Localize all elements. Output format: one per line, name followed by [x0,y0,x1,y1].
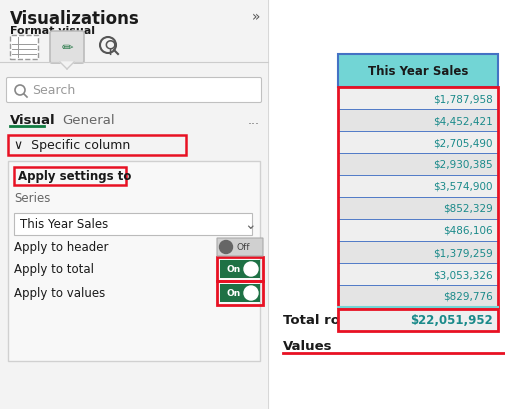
Text: $829,776: $829,776 [443,291,493,301]
Text: »: » [252,10,261,24]
Text: Visual: Visual [10,114,56,127]
Bar [217,281,263,305]
Bar [0,0,268,409]
Bar [338,88,498,110]
Bar [338,220,498,241]
Bar [14,213,252,236]
FancyBboxPatch shape [50,32,84,64]
Bar [14,168,126,186]
Text: Visualizations: Visualizations [10,10,140,28]
Bar [217,257,263,281]
Bar [338,132,498,154]
Text: $852,329: $852,329 [443,204,493,213]
Polygon shape [60,63,74,70]
Text: ∨  Specific column: ∨ Specific column [14,139,130,152]
FancyBboxPatch shape [220,284,260,302]
Text: $22,051,952: $22,051,952 [410,314,493,327]
Bar [338,88,498,307]
Text: $3,053,326: $3,053,326 [433,270,493,279]
Text: Search: Search [32,84,75,97]
Text: Off: Off [236,243,250,252]
Text: ...: ... [248,114,260,127]
FancyBboxPatch shape [217,238,263,256]
Text: ⚲: ⚲ [104,39,117,57]
Text: $2,705,490: $2,705,490 [433,138,493,148]
Bar [338,55,498,88]
FancyBboxPatch shape [7,78,262,103]
Bar [338,263,498,285]
Text: $3,574,900: $3,574,900 [433,182,493,191]
Bar [338,110,498,132]
Text: On: On [226,265,240,274]
Text: Series: Series [14,191,51,204]
Text: Format visual: Format visual [10,26,95,36]
Bar [338,241,498,263]
Text: Total row: Total row [283,314,352,327]
Text: Apply to values: Apply to values [14,287,105,300]
Text: This Year Sales: This Year Sales [368,65,468,78]
Text: ⌄: ⌄ [244,218,256,231]
Text: Apply to header: Apply to header [14,241,109,254]
Text: Values: Values [283,339,332,352]
Text: This Year Sales: This Year Sales [20,218,108,231]
Bar [338,285,498,307]
Bar [10,36,38,60]
FancyBboxPatch shape [220,261,260,278]
Bar [338,175,498,198]
Text: On: On [226,289,240,298]
Bar [338,309,498,331]
Text: $486,106: $486,106 [443,225,493,236]
Text: General: General [62,114,115,127]
Circle shape [244,286,258,300]
Bar [338,198,498,220]
Bar [8,162,260,361]
Bar [8,136,186,155]
Circle shape [244,262,258,276]
Text: $1,379,259: $1,379,259 [433,247,493,257]
Text: Apply to total: Apply to total [14,263,94,276]
Text: $1,787,958: $1,787,958 [433,94,493,104]
Bar [338,154,498,175]
Circle shape [220,241,232,254]
Text: $4,452,421: $4,452,421 [433,116,493,126]
Text: $2,930,385: $2,930,385 [433,160,493,170]
Text: Apply settings to: Apply settings to [18,170,131,183]
Text: ✏: ✏ [61,41,73,55]
